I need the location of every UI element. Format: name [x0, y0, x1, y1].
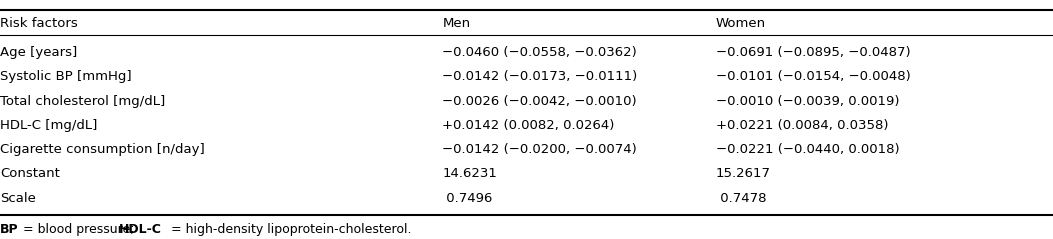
Text: 0.7496: 0.7496 [442, 192, 493, 205]
Text: HDL-C [mg/dL]: HDL-C [mg/dL] [0, 119, 97, 132]
Text: Systolic BP [mmHg]: Systolic BP [mmHg] [0, 71, 132, 83]
Text: Constant: Constant [0, 168, 60, 180]
Text: −0.0142 (−0.0173, −0.0111): −0.0142 (−0.0173, −0.0111) [442, 71, 637, 83]
Text: −0.0221 (−0.0440, 0.0018): −0.0221 (−0.0440, 0.0018) [716, 143, 899, 156]
Text: −0.0691 (−0.0895, −0.0487): −0.0691 (−0.0895, −0.0487) [716, 46, 911, 59]
Text: −0.0026 (−0.0042, −0.0010): −0.0026 (−0.0042, −0.0010) [442, 95, 637, 108]
Text: Age [years]: Age [years] [0, 46, 77, 59]
Text: Scale: Scale [0, 192, 36, 205]
Text: Cigarette consumption [n/day]: Cigarette consumption [n/day] [0, 143, 204, 156]
Text: −0.0101 (−0.0154, −0.0048): −0.0101 (−0.0154, −0.0048) [716, 71, 911, 83]
Text: −0.0142 (−0.0200, −0.0074): −0.0142 (−0.0200, −0.0074) [442, 143, 637, 156]
Text: 14.6231: 14.6231 [442, 168, 497, 180]
Text: +0.0142 (0.0082, 0.0264): +0.0142 (0.0082, 0.0264) [442, 119, 615, 132]
Text: = blood pressure;: = blood pressure; [19, 223, 138, 236]
Text: BP: BP [0, 223, 19, 236]
Text: −0.0010 (−0.0039, 0.0019): −0.0010 (−0.0039, 0.0019) [716, 95, 899, 108]
Text: Men: Men [442, 17, 471, 30]
Text: +0.0221 (0.0084, 0.0358): +0.0221 (0.0084, 0.0358) [716, 119, 889, 132]
Text: −0.0460 (−0.0558, −0.0362): −0.0460 (−0.0558, −0.0362) [442, 46, 637, 59]
Text: HDL-C: HDL-C [119, 223, 162, 236]
Text: 15.2617: 15.2617 [716, 168, 771, 180]
Text: Total cholesterol [mg/dL]: Total cholesterol [mg/dL] [0, 95, 165, 108]
Text: Women: Women [716, 17, 767, 30]
Text: = high-density lipoprotein-cholesterol.: = high-density lipoprotein-cholesterol. [167, 223, 412, 236]
Text: 0.7478: 0.7478 [716, 192, 767, 205]
Text: Risk factors: Risk factors [0, 17, 78, 30]
